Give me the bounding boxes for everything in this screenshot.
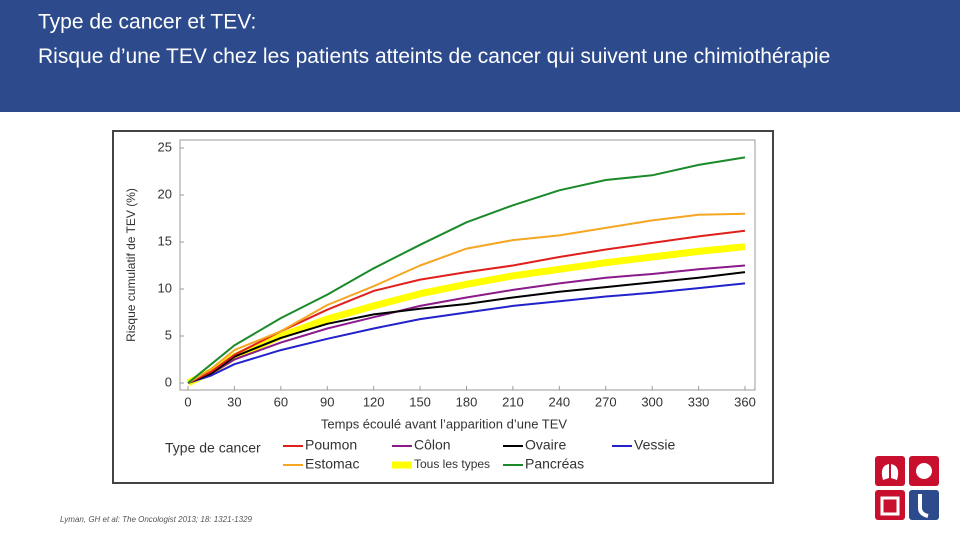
plot-area bbox=[179, 139, 756, 391]
series-line bbox=[187, 271, 746, 384]
legend-title: Type de cancer bbox=[165, 440, 261, 456]
y-tick-label: 25 bbox=[158, 139, 172, 154]
series-line bbox=[187, 282, 746, 384]
x-tick-label: 330 bbox=[688, 394, 710, 409]
series-line bbox=[187, 229, 746, 384]
y-tick-label: 0 bbox=[165, 374, 172, 389]
x-tick-label: 0 bbox=[184, 394, 191, 409]
legend-label: Tous les types bbox=[414, 457, 490, 471]
series-line bbox=[187, 212, 746, 384]
legend-label: Estomac bbox=[305, 456, 359, 472]
x-tick-label: 240 bbox=[548, 394, 570, 409]
x-tick-label: 210 bbox=[502, 394, 524, 409]
x-tick-label: 180 bbox=[456, 394, 478, 409]
x-tick-label: 60 bbox=[274, 394, 288, 409]
x-tick-label: 360 bbox=[734, 394, 756, 409]
x-tick-label: 300 bbox=[641, 394, 663, 409]
legend-label: Côlon bbox=[414, 437, 451, 453]
legend-label: Pancréas bbox=[525, 456, 584, 472]
legend-label: Poumon bbox=[305, 437, 357, 453]
x-tick-label: 90 bbox=[320, 394, 334, 409]
series-line bbox=[187, 156, 746, 384]
x-tick-label: 150 bbox=[409, 394, 431, 409]
y-tick-label: 20 bbox=[158, 186, 172, 201]
header-band bbox=[0, 0, 960, 112]
slide-subtitle: Risque d’une TEV chez les patients attei… bbox=[38, 45, 831, 68]
source: Lyman, GH et al: The Oncologist 2013; 18… bbox=[60, 515, 253, 524]
x-tick-label: 30 bbox=[227, 394, 241, 409]
subtitle-box: Risque d’une TEV chez les patients attei… bbox=[38, 45, 831, 68]
y-tick-label: 10 bbox=[158, 280, 172, 295]
x-axis-label: Temps écoulé avant l’apparition d’une TE… bbox=[321, 416, 568, 431]
y-tick-label: 15 bbox=[158, 233, 172, 248]
y-axis-label: Risque cumulatif de TEV (%) bbox=[124, 188, 138, 342]
legend-label: Ovaire bbox=[525, 437, 566, 453]
y-tick-label: 5 bbox=[165, 327, 172, 342]
x-tick-label: 270 bbox=[595, 394, 617, 409]
series-line bbox=[187, 264, 746, 384]
icons bbox=[875, 456, 939, 520]
slide-title: Type de cancer et TEV: bbox=[38, 11, 256, 34]
x-tick-label: 120 bbox=[363, 394, 385, 409]
legend-label: Vessie bbox=[634, 437, 675, 453]
